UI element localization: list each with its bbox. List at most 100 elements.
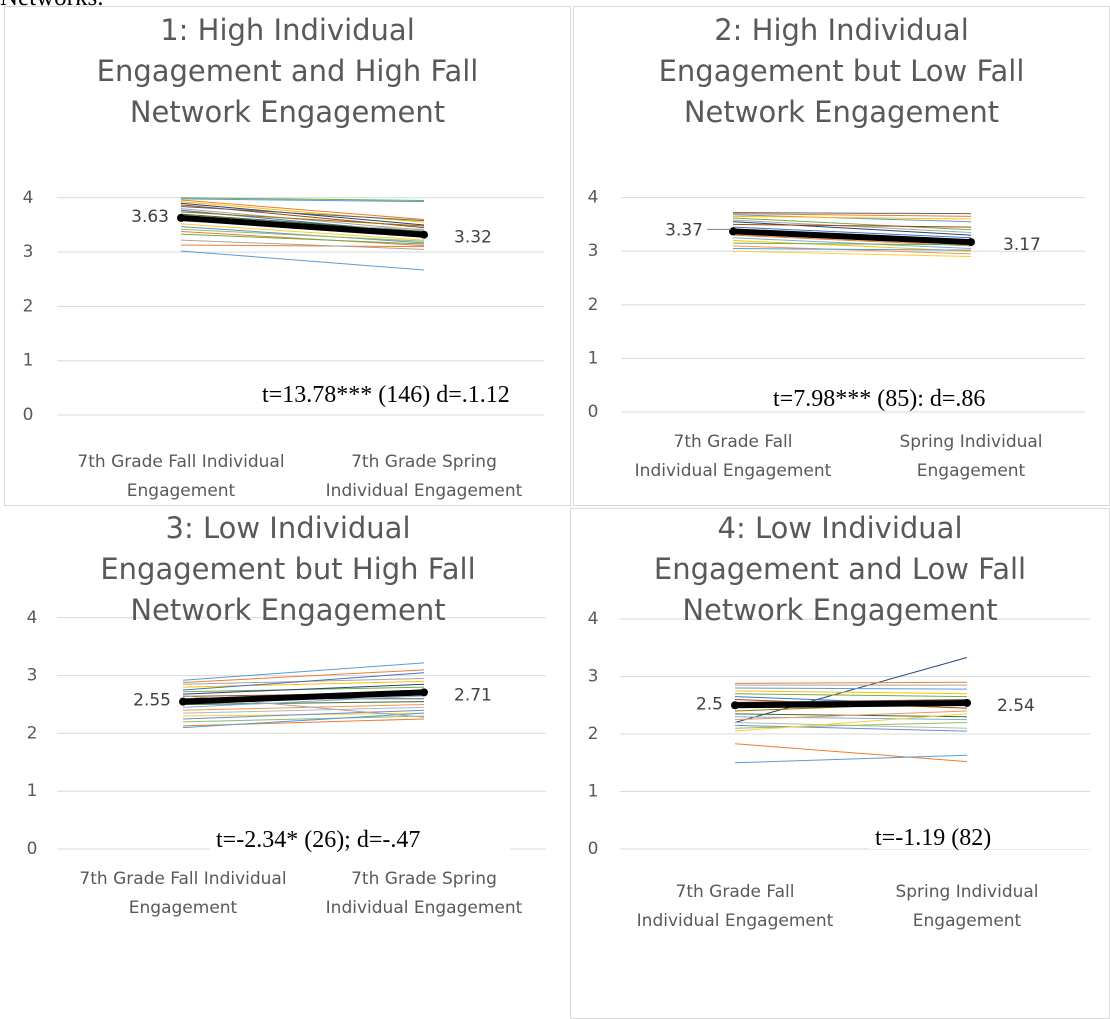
mean-series-line [180,689,427,705]
y-tick-label: 1 [27,781,38,801]
individual-series-line [180,201,425,223]
individual-series-line [732,223,972,228]
chart-title-line: Network Engagement [129,95,446,129]
chart-title-line: Engagement and Low Fall [653,552,1027,586]
individual-series-line [182,706,425,714]
individual-series-line [734,724,968,732]
individual-series-line [180,230,425,247]
individual-series-line [734,743,968,763]
y-tick-label: 4 [588,188,599,208]
x-category-label: 7th Grade Fall Individual [77,452,284,472]
individual-series-line [182,704,425,711]
y-tick-label: 2 [23,296,34,316]
mean-point [420,688,428,697]
individual-series-line [182,695,425,708]
individual-series-line [732,217,972,231]
annotation-box [869,819,1104,849]
individual-series-line [734,722,968,729]
data-label: 3.32 [454,228,492,248]
y-tick-label: 0 [23,405,34,425]
annotation-text: t=-1.19 (82) [875,825,991,851]
figure-caption: Networks. [0,0,103,12]
individual-series-line [734,716,968,721]
individual-series-line [732,215,972,220]
chart-panel-3: 0 1 2 3 4 2.55 2.71 t=-2.34* (26); d=-.47 7th Gr… [6,508,570,1019]
individual-series-line [734,687,968,690]
chart-title-line: 3: Low Individual [165,511,411,545]
individual-series-line [732,213,972,217]
x-category-label: Spring Individual [895,882,1038,902]
y-tick-label: 3 [588,667,599,687]
data-label: 2.5 [696,694,723,714]
individual-series-line [734,693,968,698]
x-category-label: Individual Engagement [637,911,834,931]
x-category-label: Individual Engagement [326,898,523,918]
individual-series-line [180,244,425,248]
x-category-label: 7th Grade Fall [674,432,793,452]
chart-title-line: Network Engagement [683,95,1000,129]
x-category-label: 7th Grade Spring [351,452,497,472]
data-label: 2.55 [133,691,171,711]
y-tick-label: 3 [27,666,38,686]
individual-series-line [180,223,425,241]
x-category-label: Engagement [913,911,1022,931]
individual-series-line [180,239,425,250]
individual-series-line [182,715,425,723]
data-label: 3.17 [1003,235,1041,255]
chart-title-line: 2: High Individual [714,13,969,47]
annotation-box [210,821,510,851]
individual-series-line [182,709,425,720]
mean-point [177,213,185,222]
chart-title-line: Engagement and High Fall [96,54,479,88]
individual-series-line [182,680,425,688]
individual-series-line [734,710,968,721]
chart-panel-2: 0 1 2 3 4 3.37 3.17 t=7.98*** (85): d=.86 7th Gr… [573,6,1110,506]
individual-series-line [180,205,425,222]
mean-point [731,701,739,710]
mean-point [179,697,187,706]
chart-title: 2: High Individual Engagement but Low Fal… [573,10,1110,133]
y-tick-label: 4 [23,188,34,208]
data-label: 2.71 [454,685,492,705]
x-category-label: Engagement [917,461,1026,481]
annotation-text: t=13.78*** (146) d=.1.12 [262,382,510,408]
individual-series-line [182,669,425,684]
individual-series-line [180,211,425,227]
chart-panel-1: 0 1 2 3 4 3.63 3.32 t=13.78*** (146) d=.1.12 7th… [4,6,571,506]
annotation-text: t=-2.34* (26); d=-.47 [216,827,420,853]
individual-series-line [734,713,968,732]
chart-title-line: 1: High Individual [160,13,415,47]
y-tick-label: 1 [588,348,599,368]
individual-series-line [180,208,425,231]
x-category-label: Engagement [129,898,238,918]
individual-series-line [734,754,968,764]
y-tick-label: 4 [27,608,38,628]
individual-series-line [734,690,968,695]
chart-title-line: 4: Low Individual [717,511,963,545]
y-tick-label: 2 [588,724,599,744]
mean-series-line [178,214,427,238]
individual-series-line [732,237,972,250]
individual-series-line [732,248,972,251]
y-tick-label: 1 [23,351,34,371]
individual-series-line [732,226,972,239]
y-tick-label: 3 [588,241,599,261]
individual-series-line [180,228,425,242]
individual-series-line [734,657,968,723]
y-tick-label: 2 [27,723,38,743]
individual-series-line [732,242,972,246]
individual-series-line [182,672,425,691]
mean-point [963,698,971,707]
x-category-label: Spring Individual [899,432,1042,452]
individual-series-line [732,219,972,233]
individual-series-line [732,214,972,223]
chart-title-line: Engagement but Low Fall [658,54,1025,88]
chart-svg: 0 1 2 3 4 3.37 3.17 t=7.98*** (85): d=.86 7th Gr… [573,6,1110,506]
individual-series-line [182,712,425,729]
chart-title: 3: Low Individual Engagement but High Fal… [6,508,570,631]
individual-series-line [180,226,425,244]
individual-series-line [182,662,425,681]
individual-series-line [182,683,425,695]
data-label: 2.54 [997,696,1035,716]
chart-svg: 0 1 2 3 4 2.55 2.71 t=-2.34* (26); d=-.47 7th Gr… [27,608,546,918]
